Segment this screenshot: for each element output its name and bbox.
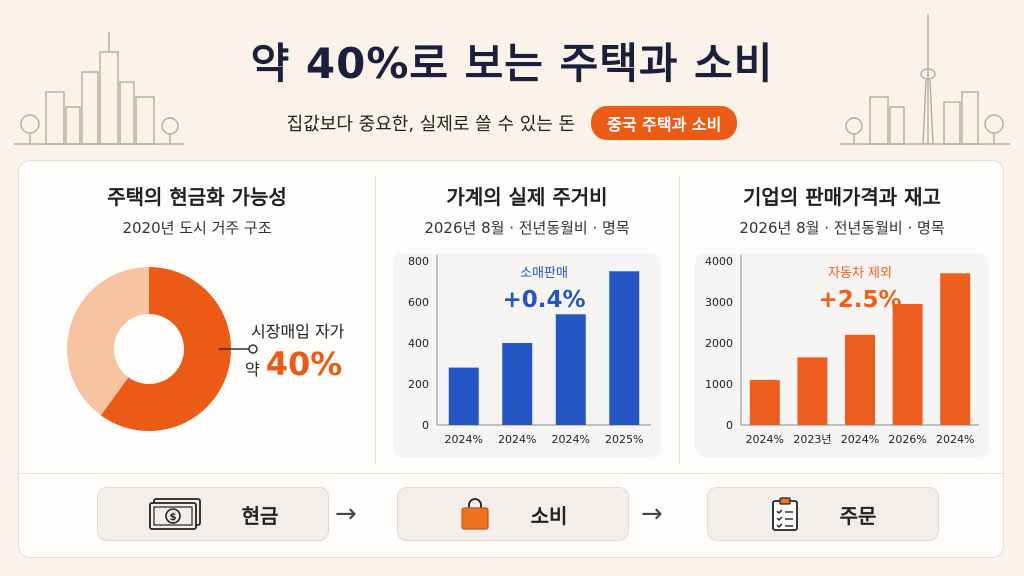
- callout-dot: [248, 344, 258, 354]
- panel-household-housing-cost: 가계의 실제 주거비 2026년 8월 · 전년동월비 · 명목 소매판매 +0.…: [375, 161, 679, 471]
- panel-title: 가계의 실제 주거비: [446, 185, 608, 209]
- y-tick-label: 800: [408, 255, 429, 268]
- panel-subtitle: 2026년 8월 · 전년동월비 · 명목: [739, 219, 945, 237]
- x-tick-label: 2024%: [498, 433, 536, 446]
- panel-subtitle: 2020년 도시 거주 구조: [122, 219, 272, 237]
- callout-label: 시장매입 자가: [251, 322, 345, 341]
- panel-corporate-prices: 기업의 판매가격과 재고 2026년 8월 · 전년동월비 · 명목 자동차 제…: [679, 161, 1005, 471]
- flow-arrow: →: [335, 499, 357, 529]
- donut-chart: [67, 267, 258, 431]
- donut-slice: [67, 267, 149, 416]
- bar: [892, 304, 923, 425]
- callout-value: 약 40%: [245, 345, 342, 383]
- city-skyline-left-illustration: [14, 32, 184, 145]
- x-tick-label: 2024%: [552, 433, 590, 446]
- panel-subtitle: 2026년 8월 · 전년동월비 · 명목: [424, 219, 630, 237]
- donut-slice: [100, 267, 232, 431]
- panel-title: 기업의 판매가격과 재고: [743, 185, 941, 209]
- main-card: 주택의 현금화 가능성 2020년 도시 거주 구조 시장매입 자가 약 40% …: [18, 160, 1004, 558]
- chart-inner-value: +2.5%: [818, 287, 901, 313]
- flow-step-consumption: 소비: [397, 487, 629, 541]
- panel-divider: [375, 175, 376, 465]
- y-tick-label: 0: [422, 419, 429, 432]
- page-subtitle: 집값보다 중요한, 실제로 쓸 수 있는 돈: [286, 114, 576, 135]
- chart-inner-label: 소매판매: [520, 266, 568, 281]
- panel-divider: [679, 175, 680, 465]
- y-tick-label: 1000: [705, 378, 733, 391]
- x-tick-label: 2024%: [746, 433, 784, 446]
- y-tick-label: 3000: [705, 296, 733, 309]
- clipboard-icon: [770, 496, 800, 532]
- y-tick-label: 400: [408, 337, 429, 350]
- svg-text:$: $: [169, 512, 176, 523]
- x-tick-label: 2026%: [888, 433, 926, 446]
- panel-title: 주택의 현금화 가능성: [107, 185, 287, 209]
- section-divider: [19, 473, 1003, 474]
- bar: [448, 367, 479, 425]
- bar: [940, 273, 971, 425]
- x-tick-label: 2024%: [936, 433, 974, 446]
- chart-inner-value: +0.4%: [502, 287, 585, 313]
- flow-arrow: →: [641, 499, 663, 529]
- bar: [749, 379, 780, 425]
- panel-housing-liquidity: 주택의 현금화 가능성 2020년 도시 거주 구조 시장매입 자가 약 40%: [19, 161, 375, 471]
- x-tick-label: 2024%: [445, 433, 483, 446]
- bar: [555, 314, 586, 425]
- bar: [797, 357, 828, 425]
- flow-label: 소비: [530, 503, 568, 528]
- x-tick-label: 2024%: [841, 433, 879, 446]
- chart-box: 자동차 제외 +2.5% 0 1000 2000 3000 4000 2024% 2023년 20…: [695, 253, 989, 457]
- bar-chart-prices: 자동차 제외 +2.5% 0 1000 2000 3000 4000 2024% 2023년 20…: [705, 255, 979, 446]
- callout-prefix: 약: [245, 360, 260, 379]
- y-tick-label: 200: [408, 378, 429, 391]
- subtitle-row: 집값보다 중요한, 실제로 쓸 수 있는 돈 중국 주택과 소비: [0, 106, 1024, 140]
- y-tick-label: 4000: [705, 255, 733, 268]
- flow-label: 현금: [241, 503, 279, 528]
- bar: [502, 343, 533, 425]
- cash-icon: $: [148, 497, 202, 531]
- bar: [845, 334, 875, 425]
- flow-step-cash: $ 현금: [97, 487, 329, 541]
- city-skyline-right-illustration: [840, 14, 1010, 145]
- chart-box: 소매판매 +0.4% 0 200 400 600 800 2024% 2024% 2024% 202…: [393, 253, 661, 457]
- bar: [609, 271, 640, 425]
- y-tick-label: 600: [408, 296, 429, 309]
- page-title: 약 40%로 보는 주택과 소비: [250, 39, 774, 88]
- y-tick-label: 0: [726, 419, 733, 432]
- chart-inner-label: 자동차 제외: [828, 266, 892, 281]
- x-tick-label: 2023년: [793, 433, 831, 446]
- y-tick-label: 2000: [705, 337, 733, 350]
- callout-percent: 40%: [265, 345, 343, 383]
- flow-step-orders: 주문: [707, 487, 939, 541]
- topic-badge: 중국 주택과 소비: [591, 106, 738, 140]
- shopping-bag-icon: [459, 497, 491, 531]
- flow-label: 주문: [839, 503, 877, 528]
- x-tick-label: 2025%: [605, 433, 643, 446]
- bar-chart-retail: 소매판매 +0.4% 0 200 400 600 800 2024% 2024% 2024% 202…: [408, 255, 651, 446]
